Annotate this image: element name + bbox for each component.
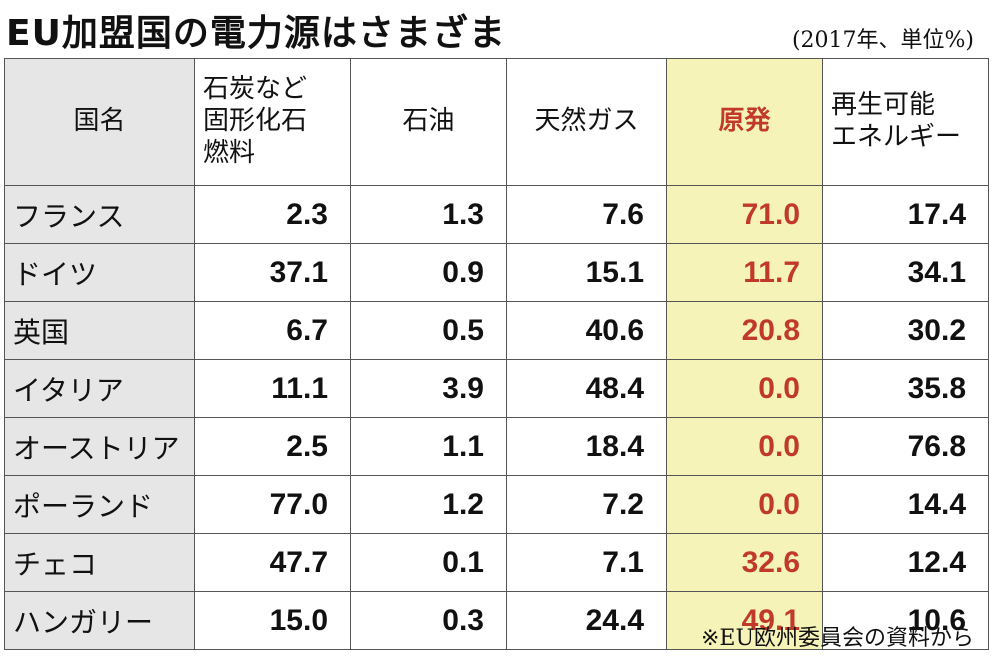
value-cell: 2.5 <box>194 417 351 476</box>
value-cell: 30.2 <box>822 301 989 360</box>
header-line: 国名 <box>73 106 126 137</box>
table-row: ハンガリー 15.0 0.3 24.4 49.1 10.6 <box>4 591 989 650</box>
nuclear-value-cell: 32.6 <box>666 533 823 592</box>
value-cell: 7.6 <box>506 185 667 244</box>
nuclear-value-cell: 71.0 <box>666 185 823 244</box>
value-cell: 1.1 <box>350 417 507 476</box>
source-note: ※EU欧州委員会の資料から <box>700 626 974 651</box>
nuclear-value-cell: 20.8 <box>666 301 823 360</box>
header-coal: 石炭など 固形化石 燃料 <box>194 58 351 186</box>
table-row: チェコ 47.7 0.1 7.1 32.6 12.4 <box>4 533 989 592</box>
header-line: 再生可能 <box>831 90 936 121</box>
value-cell: 15.1 <box>506 243 667 302</box>
value-cell: 7.2 <box>506 475 667 534</box>
value-cell: 7.1 <box>506 533 667 592</box>
value-cell: 35.8 <box>822 359 989 418</box>
header-line: エネルギー <box>831 122 962 152</box>
value-cell: 14.4 <box>822 475 989 534</box>
header-line: 石油 <box>402 106 455 137</box>
header-nuclear: 原発 <box>666 58 823 186</box>
table-header-row: 国名 石炭など 固形化石 燃料 石油 天然ガス 原発 再生可能 エネルギー <box>4 58 989 186</box>
country-name: オーストリア <box>4 417 195 476</box>
nuclear-value-cell: 0.0 <box>666 417 823 476</box>
power-source-table: 国名 石炭など 固形化石 燃料 石油 天然ガス 原発 再生可能 エネルギー フランス 2… <box>4 58 989 650</box>
value-cell: 2.3 <box>194 185 351 244</box>
table-row: 英国 6.7 0.5 40.6 20.8 30.2 <box>4 301 989 360</box>
value-cell: 18.4 <box>506 417 667 476</box>
table-row: ポーランド 77.0 1.2 7.2 0.0 14.4 <box>4 475 989 534</box>
country-name: 英国 <box>4 301 195 360</box>
nuclear-value-cell: 49.1 <box>666 591 823 650</box>
unit-note: (2017年、単位%) <box>791 28 974 53</box>
header-line: 原発 <box>718 106 771 137</box>
value-cell: 0.9 <box>350 243 507 302</box>
value-cell: 37.1 <box>194 243 351 302</box>
header-oil: 石油 <box>350 58 507 186</box>
header-line: 石炭など <box>203 74 308 105</box>
header-country: 国名 <box>4 58 195 186</box>
value-cell: 47.7 <box>194 533 351 592</box>
value-cell: 34.1 <box>822 243 989 302</box>
table-row: フランス 2.3 1.3 7.6 71.0 17.4 <box>4 185 989 244</box>
nuclear-value-cell: 0.0 <box>666 359 823 418</box>
value-cell: 1.3 <box>350 185 507 244</box>
value-cell: 11.1 <box>194 359 351 418</box>
value-cell: 17.4 <box>822 185 989 244</box>
nuclear-value-cell: 0.0 <box>666 475 823 534</box>
country-name: ハンガリー <box>4 591 195 650</box>
value-cell: 0.3 <box>350 591 507 650</box>
table-row: イタリア 11.1 3.9 48.4 0.0 35.8 <box>4 359 989 418</box>
header-line: 天然ガス <box>534 106 639 137</box>
country-name: ポーランド <box>4 475 195 534</box>
value-cell: 10.6 <box>822 591 989 650</box>
country-name: フランス <box>4 185 195 244</box>
header-gas: 天然ガス <box>506 58 667 186</box>
header-line: 固形化石 <box>203 106 308 137</box>
value-cell: 12.4 <box>822 533 989 592</box>
header-line: 燃料 <box>203 137 256 168</box>
value-cell: 76.8 <box>822 417 989 476</box>
country-name: イタリア <box>4 359 195 418</box>
value-cell: 3.9 <box>350 359 507 418</box>
value-cell: 1.2 <box>350 475 507 534</box>
header-renewable: 再生可能 エネルギー <box>822 58 989 186</box>
country-name: ドイツ <box>4 243 195 302</box>
value-cell: 77.0 <box>194 475 351 534</box>
country-name: チェコ <box>4 533 195 592</box>
value-cell: 0.1 <box>350 533 507 592</box>
value-cell: 24.4 <box>506 591 667 650</box>
nuclear-value-cell: 11.7 <box>666 243 823 302</box>
value-cell: 6.7 <box>194 301 351 360</box>
chart-title: EU加盟国の電力源はさまざま <box>6 13 506 54</box>
value-cell: 0.5 <box>350 301 507 360</box>
value-cell: 15.0 <box>194 591 351 650</box>
table-row: ドイツ 37.1 0.9 15.1 11.7 34.1 <box>4 243 989 302</box>
table-row: オーストリア 2.5 1.1 18.4 0.0 76.8 <box>4 417 989 476</box>
value-cell: 48.4 <box>506 359 667 418</box>
value-cell: 40.6 <box>506 301 667 360</box>
